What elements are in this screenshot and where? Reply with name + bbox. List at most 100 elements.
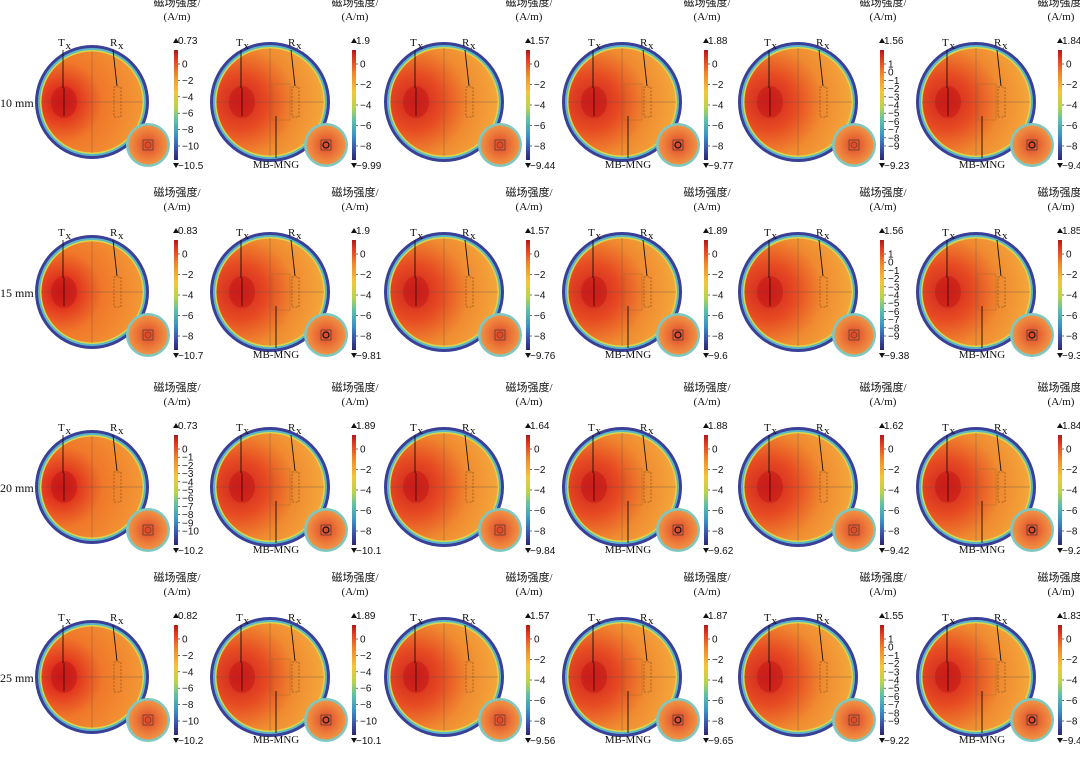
rx-coil <box>643 471 652 503</box>
colorbar-unit: (A/m) <box>694 11 721 23</box>
tick-label: −5 <box>182 486 194 497</box>
tx-subscript: x <box>772 615 778 627</box>
tx-label: T <box>942 422 949 434</box>
inset-coil <box>144 526 152 534</box>
tick-label: −8 <box>182 510 194 521</box>
colorbar-unit: (A/m) <box>694 201 721 213</box>
colorbar-title: 磁场强度/ <box>1037 0 1080 9</box>
mb-region <box>271 468 291 506</box>
tick-label: −8 <box>1066 332 1078 343</box>
min-marker <box>703 353 709 358</box>
max-marker <box>525 423 531 428</box>
mb-region <box>623 658 643 696</box>
inset-coil <box>144 716 152 724</box>
tx-subscript: x <box>950 425 956 437</box>
inset-disc <box>1012 700 1052 740</box>
tick-label: −4 <box>534 101 546 112</box>
tick-label: −8 <box>888 527 900 538</box>
tick-label: −9 <box>888 332 900 343</box>
colorbar-min: −10.2 <box>178 736 204 747</box>
rx-label: R <box>640 37 648 49</box>
tx-subscript: x <box>66 425 72 437</box>
tick-label: −6 <box>534 121 546 132</box>
rx-leader <box>642 49 648 87</box>
rx-label: R <box>462 227 470 239</box>
rx-label: R <box>288 227 296 239</box>
mb-label: MB-MNG <box>959 544 1006 556</box>
colorbar <box>880 240 884 350</box>
inset-disc <box>480 315 520 355</box>
inset-square <box>494 524 506 536</box>
rx-label: R <box>816 227 824 239</box>
max-marker <box>173 38 179 43</box>
inset-disc <box>306 125 346 165</box>
colorbar-title: 磁场强度/ <box>1037 185 1080 199</box>
inset-square <box>672 329 684 341</box>
max-marker <box>879 38 885 43</box>
inset-coil <box>674 141 682 149</box>
tick-label: −4 <box>360 291 372 302</box>
rx-coil <box>997 471 1006 503</box>
inset-square <box>1026 329 1038 341</box>
tick-label: −8 <box>182 332 194 343</box>
tick-label: −10 <box>182 717 199 728</box>
inset-disc <box>1012 315 1052 355</box>
colorbar-max: 1.56 <box>884 226 904 237</box>
tx-label: T <box>58 422 65 434</box>
inset-square <box>848 714 860 726</box>
colorbar <box>352 625 356 735</box>
tick-label: −8 <box>360 700 372 711</box>
rx-label: R <box>816 612 824 624</box>
rx-leader <box>818 239 824 277</box>
tick-label: −4 <box>182 92 194 103</box>
rx-subscript: x <box>118 615 124 627</box>
tick-label: −2 <box>1066 80 1078 91</box>
inset-disc <box>306 700 346 740</box>
tick-label: −4 <box>888 486 900 497</box>
inset-coil <box>496 716 504 724</box>
max-marker <box>1057 228 1063 233</box>
colorbar <box>526 240 530 350</box>
tx-label: T <box>588 612 595 624</box>
tick-label: −10 <box>360 717 377 728</box>
inset-square <box>142 524 154 536</box>
colorbar <box>880 625 884 735</box>
colorbar <box>352 50 356 160</box>
colorbar <box>526 50 530 160</box>
rx-coil <box>997 86 1006 118</box>
max-marker <box>351 423 357 428</box>
colorbar-title: 磁场强度/ <box>683 185 731 199</box>
tick-label: 0 <box>534 60 540 71</box>
rx-leader <box>112 624 118 662</box>
rx-coil <box>291 661 300 693</box>
rx-label: R <box>994 37 1002 49</box>
rx-coil <box>113 86 122 118</box>
colorbar-max: 1.55 <box>884 611 904 622</box>
colorbar-max: 1.84 <box>1062 421 1080 432</box>
colorbar-min: −10.2 <box>178 546 204 557</box>
colorbar-title: 磁场强度/ <box>505 380 553 394</box>
rx-leader <box>996 434 1002 472</box>
tx-subscript: x <box>772 40 778 52</box>
inset-coil <box>1028 716 1036 724</box>
tick-label: −3 <box>182 469 194 480</box>
tick-label: 0 <box>888 68 894 79</box>
tick-label: −6 <box>888 692 900 703</box>
tick-label: −6 <box>712 696 724 707</box>
max-marker <box>879 423 885 428</box>
colorbar-min: −9.62 <box>708 546 734 557</box>
colorbar-max: 1.88 <box>708 36 728 47</box>
tick-label: −8 <box>1066 142 1078 153</box>
rx-subscript: x <box>296 40 302 52</box>
colorbar <box>352 435 356 545</box>
